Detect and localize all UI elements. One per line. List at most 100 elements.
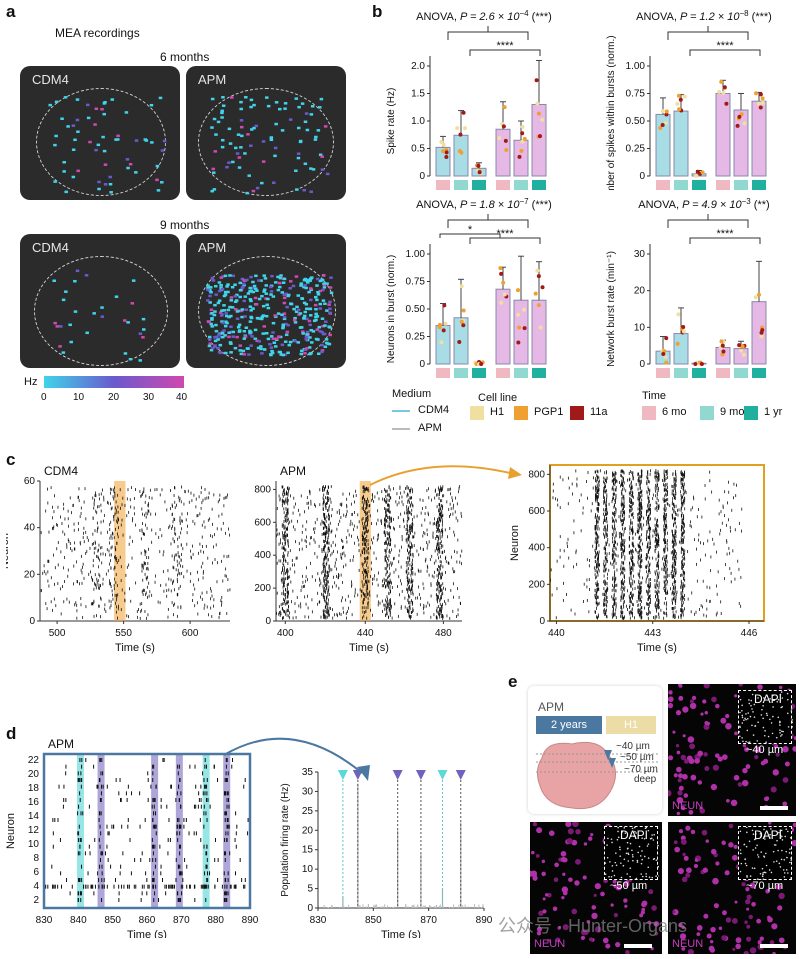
electrode-dot	[227, 331, 231, 334]
significance-bracket	[469, 49, 541, 56]
electrode-dot	[304, 338, 309, 341]
electrode-dot	[283, 353, 288, 356]
electrode-dot	[295, 188, 299, 191]
electrode-dot	[225, 285, 229, 288]
electrode-dot	[281, 281, 286, 284]
legend-swatch-1yr	[744, 406, 758, 420]
data-point	[660, 109, 665, 114]
electrode-dot	[209, 308, 214, 311]
bar	[715, 93, 731, 177]
electrode-dot	[96, 143, 101, 147]
electrode-dot	[273, 314, 277, 317]
data-point	[504, 148, 509, 153]
bar	[495, 128, 511, 177]
electrode-dot	[53, 180, 57, 183]
electrode-dot	[235, 293, 239, 297]
electrode-dot	[249, 144, 253, 147]
electrode-dot	[325, 282, 329, 285]
electrode-dot	[223, 290, 228, 294]
electrode-dot	[316, 352, 321, 355]
electrode-dot	[134, 171, 138, 174]
electrode-dot	[296, 152, 301, 155]
y-tick-label: 0	[265, 616, 271, 627]
electrode-dot	[318, 106, 322, 109]
electrode-dot	[259, 317, 264, 321]
electrode-dot	[226, 283, 230, 286]
x-tick-label: 443	[644, 628, 661, 639]
electrode-dot	[251, 280, 255, 284]
y-tick-label: 0	[539, 616, 545, 627]
electrode-dot	[320, 317, 325, 320]
data-point	[461, 110, 466, 115]
electrode-dot	[273, 146, 278, 150]
electrode-dot	[255, 316, 260, 320]
data-point	[443, 321, 448, 326]
electrode-dot	[280, 291, 285, 294]
data-point	[758, 92, 763, 97]
significance-stars: ****	[496, 40, 514, 52]
data-point	[517, 154, 522, 159]
electrode-dot	[222, 329, 226, 332]
electrode-dot	[231, 274, 235, 278]
electrode-dot	[309, 113, 314, 116]
electrode-dot	[320, 350, 324, 354]
electrode-dot	[323, 324, 327, 327]
electrode-dot	[321, 299, 326, 302]
electrode-dot	[234, 299, 239, 302]
electrode-dot	[223, 334, 227, 337]
electrode-dot	[308, 279, 312, 282]
electrode-dot	[277, 335, 281, 338]
electrode-dot	[303, 162, 308, 166]
electrode-dot	[213, 336, 217, 339]
electrode-dot	[236, 325, 241, 329]
data-point	[663, 354, 668, 359]
electrode-dot	[248, 329, 252, 333]
data-point	[534, 78, 539, 83]
electrode-dot	[210, 325, 214, 328]
electrode-dot	[261, 160, 266, 163]
electrode-dot	[64, 190, 68, 194]
legend-h1: H1	[490, 406, 505, 418]
electrode-dot	[318, 153, 323, 157]
electrode-dot	[84, 274, 89, 277]
electrode-dot	[219, 286, 223, 290]
data-point	[740, 344, 745, 349]
electrode-dot	[292, 318, 297, 322]
data-point	[760, 96, 765, 101]
electrode-dot	[220, 332, 225, 335]
electrode-outline	[34, 256, 168, 366]
y-tick-label: 1.00	[626, 61, 646, 72]
electrode-dot	[280, 313, 284, 317]
electrode-dot	[294, 97, 299, 100]
data-point	[754, 91, 759, 96]
electrode-dot	[229, 351, 233, 354]
electrode-dot	[299, 282, 304, 285]
data-point	[535, 268, 540, 273]
electrode-dot	[160, 149, 165, 152]
electrode-dot	[116, 134, 120, 138]
electrode-dot	[228, 142, 233, 145]
significance-bracket	[439, 233, 501, 238]
electrode-dot	[224, 351, 228, 355]
electrode-dot	[322, 283, 327, 287]
electrode-dot	[216, 301, 221, 305]
electrode-dot	[102, 102, 107, 105]
y-axis-label: Number of spikes within bursts (norm.)	[606, 35, 617, 190]
electrode-dot	[225, 165, 229, 169]
electrode-dot	[214, 329, 219, 333]
electrode-dot	[71, 148, 76, 152]
electrode-dot	[125, 158, 130, 161]
electrode-dot	[278, 107, 282, 111]
legend-cdm4: CDM4	[418, 404, 450, 416]
x-tick-label: 440	[548, 628, 565, 639]
electrode-dot	[257, 279, 261, 282]
electrode-dot	[257, 340, 262, 343]
electrode-dot	[248, 332, 253, 336]
y-tick-label: 1.0	[411, 116, 425, 127]
raster-apm: APM Time (s) 0 200 400 600 800 400 440 480	[254, 464, 463, 654]
electrode-dot	[242, 299, 247, 303]
data-point	[502, 105, 507, 110]
electrode-dot	[149, 103, 154, 107]
anova-prefix: ANOVA,	[416, 199, 460, 211]
electrode-dot	[226, 290, 230, 294]
